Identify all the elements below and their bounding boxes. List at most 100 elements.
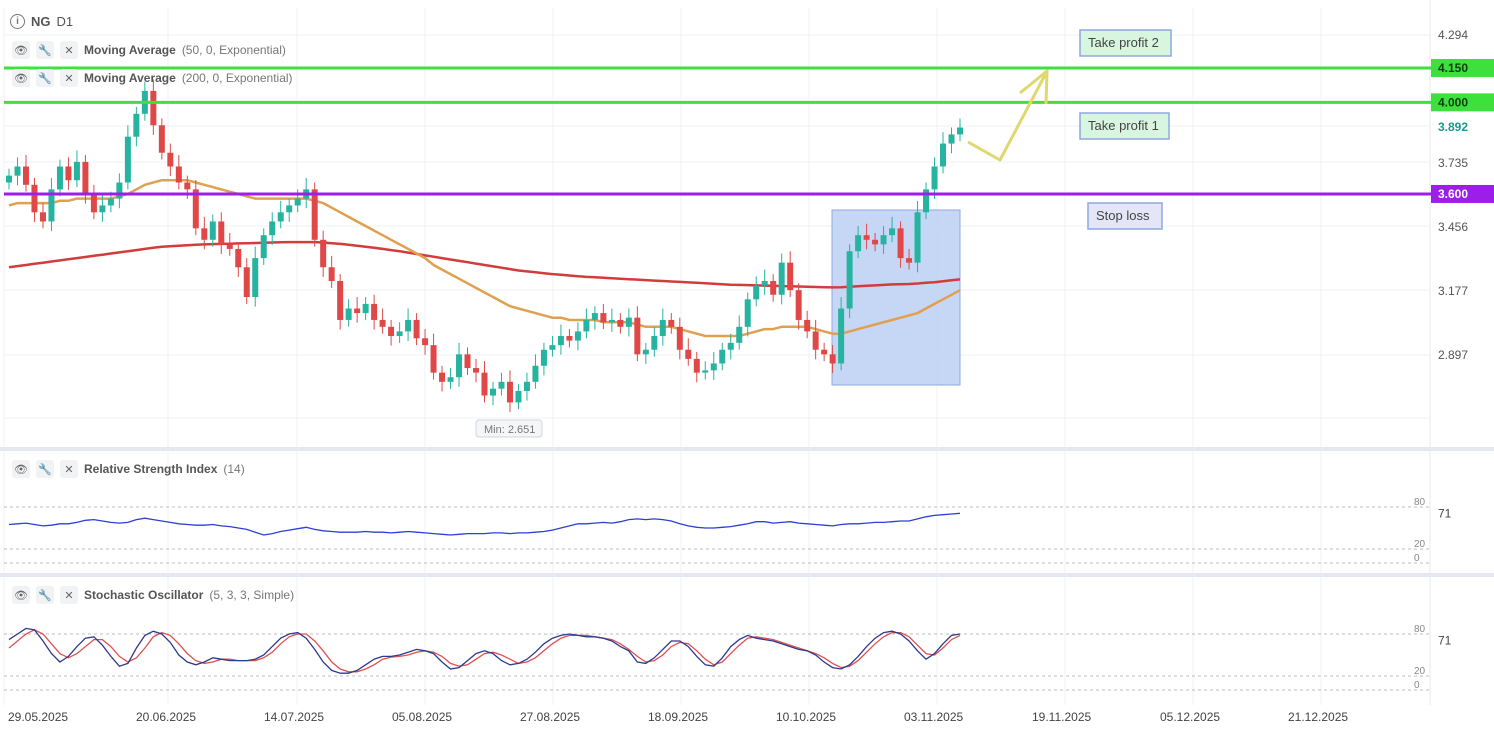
candle-body bbox=[940, 143, 947, 167]
candle-body bbox=[948, 134, 955, 144]
candle-body bbox=[107, 198, 114, 206]
candle-body bbox=[642, 349, 649, 355]
osc-series bbox=[8, 629, 961, 673]
level-annotation-box bbox=[1079, 29, 1172, 57]
symbol-header: i NG D1 bbox=[10, 14, 73, 29]
candle-body bbox=[218, 221, 225, 245]
close-icon[interactable]: ✕ bbox=[60, 460, 78, 478]
candle-body bbox=[761, 281, 768, 286]
projection-arrow[interactable] bbox=[967, 69, 1049, 162]
candle-body bbox=[557, 335, 564, 346]
candle-body bbox=[337, 281, 344, 320]
candle-body bbox=[506, 381, 513, 403]
candle-body bbox=[821, 349, 828, 355]
candle-body bbox=[489, 388, 496, 396]
eye-icon[interactable]: 👁 bbox=[12, 460, 30, 478]
osc-level-label: 80 bbox=[1414, 624, 1426, 635]
rsi-params: (14) bbox=[223, 462, 245, 476]
candle-body bbox=[320, 239, 327, 268]
candle-body bbox=[659, 319, 666, 336]
candle-body bbox=[872, 239, 879, 245]
ma200-name: Moving Average bbox=[84, 71, 176, 85]
ma50-header: 👁 🔧 ✕ Moving Average (50, 0, Exponential… bbox=[12, 41, 286, 59]
osc-level-label: 80 bbox=[1414, 497, 1426, 508]
candle-body bbox=[235, 248, 242, 268]
candle-body bbox=[405, 319, 412, 332]
price-axis-label: 3.177 bbox=[1438, 284, 1468, 298]
close-icon[interactable]: ✕ bbox=[60, 69, 78, 87]
candle-body bbox=[184, 182, 191, 190]
symbol-name: NG bbox=[31, 14, 51, 29]
wrench-icon[interactable]: 🔧 bbox=[36, 460, 54, 478]
eye-icon[interactable]: 👁 bbox=[12, 69, 30, 87]
osc-level-label: 0 bbox=[1414, 680, 1420, 691]
rsi-pane: 80 20 0 71 bbox=[4, 497, 1452, 564]
candle-body bbox=[574, 331, 581, 341]
candle-body bbox=[430, 345, 437, 373]
trade-zone-box[interactable] bbox=[831, 209, 961, 386]
candle-body bbox=[439, 372, 446, 382]
candle-body bbox=[923, 189, 930, 213]
eye-icon[interactable]: 👁 bbox=[12, 586, 30, 604]
candle-body bbox=[260, 235, 267, 259]
ma50-path bbox=[8, 178, 961, 338]
info-icon[interactable]: i bbox=[10, 14, 25, 29]
candle-body bbox=[243, 267, 250, 298]
ma200-params: (200, 0, Exponential) bbox=[181, 71, 293, 85]
price-axis-label: 2.897 bbox=[1438, 348, 1468, 362]
time-axis-label: 05.12.2025 bbox=[1160, 710, 1220, 724]
pane-separator bbox=[0, 573, 1494, 577]
ma50-name: Moving Average bbox=[84, 43, 176, 57]
close-icon[interactable]: ✕ bbox=[60, 41, 78, 59]
wrench-icon[interactable]: 🔧 bbox=[36, 586, 54, 604]
candle-body bbox=[6, 175, 12, 183]
stoch-header: 👁 🔧 ✕ Stochastic Oscillator (5, 3, 3, Si… bbox=[12, 586, 294, 604]
candle-body bbox=[167, 152, 174, 167]
min-label: Min: 2.651 bbox=[475, 419, 543, 438]
candle-body bbox=[914, 212, 921, 263]
close-icon[interactable]: ✕ bbox=[60, 586, 78, 604]
candle-body bbox=[201, 228, 208, 240]
wrench-icon[interactable]: 🔧 bbox=[36, 69, 54, 87]
candle-body bbox=[532, 365, 539, 382]
candle-body bbox=[787, 262, 794, 291]
candle-body bbox=[540, 349, 547, 366]
candle-body bbox=[90, 193, 97, 213]
wrench-icon[interactable]: 🔧 bbox=[36, 41, 54, 59]
candle-body bbox=[617, 319, 624, 327]
candle-body bbox=[371, 303, 378, 320]
candle-body bbox=[906, 258, 913, 263]
candle-body bbox=[226, 244, 233, 249]
candle-body bbox=[498, 381, 505, 389]
osc-level-label: 0 bbox=[1414, 553, 1420, 564]
candle-body bbox=[549, 345, 556, 350]
candle-body bbox=[328, 267, 335, 282]
candle-body bbox=[625, 317, 632, 327]
candle-body bbox=[591, 313, 598, 320]
time-axis-label: 03.11.2025 bbox=[904, 710, 963, 724]
candle-body bbox=[523, 381, 530, 391]
price-axis: 4.294 3.892 3.735 3.456 3.177 2.897 bbox=[1438, 28, 1468, 362]
candle-body bbox=[812, 331, 819, 350]
candle-body bbox=[362, 303, 369, 314]
candle-body bbox=[65, 166, 72, 181]
level-tag bbox=[1431, 184, 1494, 203]
candle-body bbox=[379, 319, 386, 327]
eye-icon[interactable]: 👁 bbox=[12, 41, 30, 59]
candle-body bbox=[277, 212, 284, 222]
candle-body bbox=[82, 161, 89, 194]
level-annotation: Stop loss bbox=[1096, 208, 1150, 223]
level-tag bbox=[1431, 58, 1494, 77]
time-axis-label: 29.05.2025 bbox=[8, 710, 68, 724]
osc-value-label: 71 bbox=[1438, 506, 1452, 520]
candle-body bbox=[447, 377, 454, 382]
candle-body bbox=[252, 258, 259, 298]
price-levels[interactable]: 4.150 Take profit 2 4.000 Take profit 1 3.60… bbox=[4, 29, 1494, 230]
candle-body bbox=[566, 335, 573, 341]
time-axis-label: 21.12.2025 bbox=[1288, 710, 1348, 724]
candles bbox=[6, 79, 963, 413]
candle-body bbox=[192, 189, 199, 229]
level-tag bbox=[1431, 93, 1494, 112]
rsi-header: 👁 🔧 ✕ Relative Strength Index (14) bbox=[12, 460, 245, 478]
